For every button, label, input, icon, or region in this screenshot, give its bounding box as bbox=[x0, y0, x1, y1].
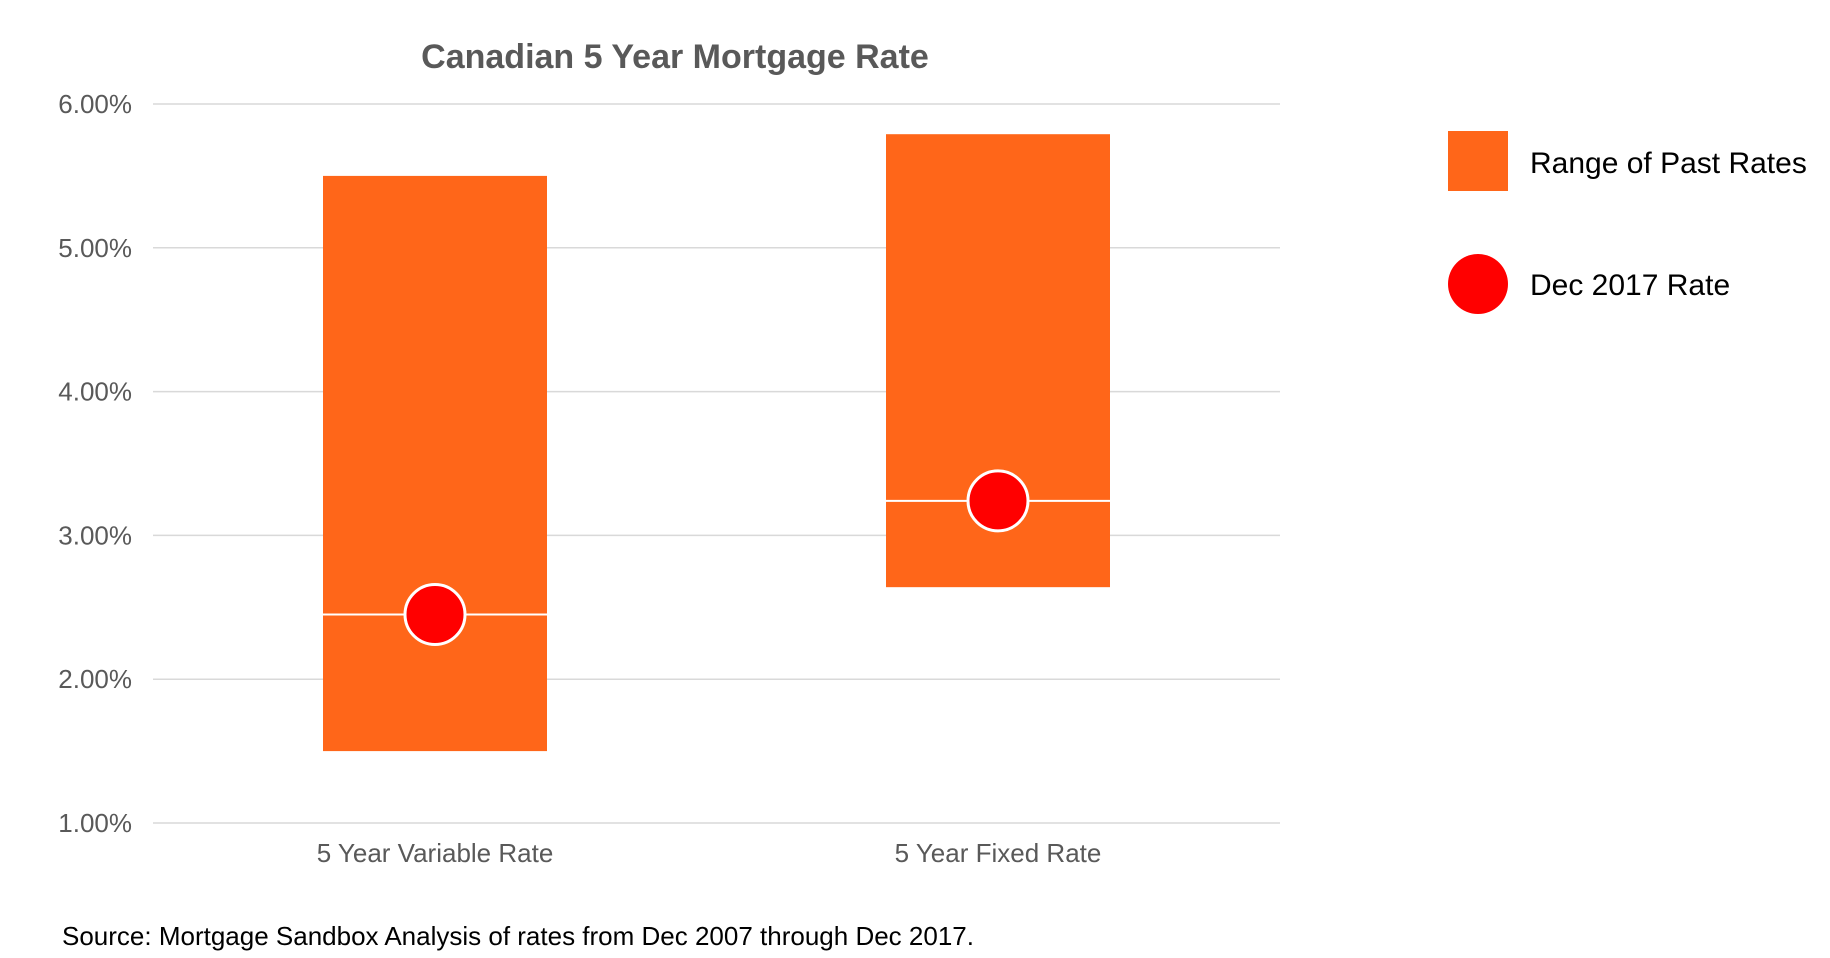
legend: Range of Past Rates Dec 2017 Rate bbox=[1448, 131, 1807, 314]
x-category-label: 5 Year Variable Rate bbox=[317, 838, 554, 868]
legend-swatch-range bbox=[1448, 131, 1508, 191]
x-axis-categories: 5 Year Variable Rate 5 Year Fixed Rate bbox=[317, 838, 1102, 868]
y-tick-label: 1.00% bbox=[58, 808, 132, 838]
chart-title: Canadian 5 Year Mortgage Rate bbox=[421, 38, 929, 76]
range-bar bbox=[323, 175, 547, 752]
legend-label-range: Range of Past Rates bbox=[1530, 147, 1807, 180]
rate-point bbox=[966, 469, 1030, 533]
y-axis-ticks: 6.00% 5.00% 4.00% 3.00% 2.00% 1.00% bbox=[58, 89, 132, 838]
y-tick-label: 4.00% bbox=[58, 377, 132, 407]
legend-label-point: Dec 2017 Rate bbox=[1530, 269, 1730, 302]
gridlines bbox=[153, 103, 1280, 824]
source-note: Source: Mortgage Sandbox Analysis of rat… bbox=[62, 921, 974, 951]
range-bars bbox=[323, 134, 1110, 752]
x-category-label: 5 Year Fixed Rate bbox=[895, 838, 1102, 868]
rate-point bbox=[403, 582, 467, 646]
legend-swatch-point bbox=[1448, 254, 1508, 314]
y-tick-label: 5.00% bbox=[58, 233, 132, 263]
y-tick-label: 2.00% bbox=[58, 664, 132, 694]
y-tick-label: 6.00% bbox=[58, 89, 132, 119]
y-tick-label: 3.00% bbox=[58, 520, 132, 550]
rate-points bbox=[403, 469, 1030, 646]
